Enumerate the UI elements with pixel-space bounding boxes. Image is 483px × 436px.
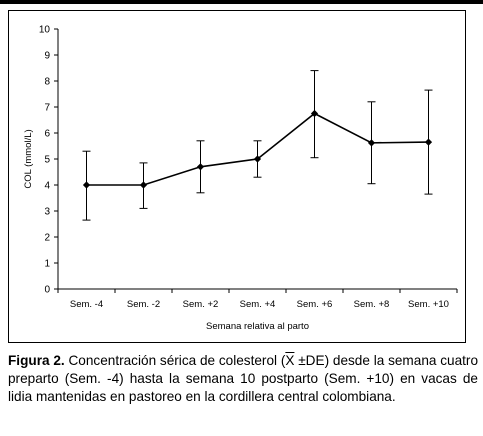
y-tick-label: 10 bbox=[39, 25, 51, 36]
data-point-marker bbox=[253, 155, 262, 163]
x-tick-label: Sem. -2 bbox=[127, 299, 160, 310]
caption-xbar-symbol: X bbox=[285, 353, 295, 368]
x-tick-label: Sem. -4 bbox=[70, 299, 103, 310]
y-tick-label: 8 bbox=[44, 77, 50, 88]
figure-caption: Figura 2. Concentración sérica de colest… bbox=[8, 352, 478, 406]
caption-lead: Figura 2. bbox=[8, 353, 65, 368]
data-point-marker bbox=[196, 163, 205, 171]
x-tick-label: Sem. +4 bbox=[240, 299, 276, 310]
x-tick-label: Sem. +10 bbox=[408, 299, 449, 310]
chart-frame: 0 1 2 3 4 5 6 7 8 9 10 Sem. -4 Sem. -2 Sem. +2 Sem. +4… bbox=[8, 10, 466, 343]
y-tick-label: 9 bbox=[44, 51, 50, 62]
x-tick-label: Sem. +6 bbox=[297, 299, 333, 310]
x-axis-title: Semana relativa al parto bbox=[206, 321, 309, 332]
caption-text-post: ±DE) desde la semana cuatro preparto (Se… bbox=[8, 353, 479, 404]
axes bbox=[54, 28, 458, 293]
y-tick-label: 6 bbox=[44, 129, 50, 140]
x-tick-label: Sem. +2 bbox=[183, 299, 219, 310]
error-bars bbox=[82, 70, 433, 221]
axis-labels: 0 1 2 3 4 5 6 7 8 9 10 Sem. -4 Sem. -2 Sem. +2 Sem. +4… bbox=[23, 25, 449, 333]
caption-text-pre: Concentración sérica de colesterol ( bbox=[68, 353, 286, 368]
data-point-marker bbox=[310, 109, 319, 118]
data-point-marker bbox=[424, 138, 433, 146]
y-tick-label: 2 bbox=[44, 233, 50, 244]
y-tick-label: 3 bbox=[44, 207, 50, 218]
series-line-group bbox=[82, 109, 433, 189]
plot-area: 0 1 2 3 4 5 6 7 8 9 10 Sem. -4 Sem. -2 Sem. +2 Sem. +4… bbox=[23, 25, 458, 333]
x-tick-label: Sem. +8 bbox=[354, 299, 390, 310]
top-rule bbox=[0, 0, 483, 4]
y-tick-label: 5 bbox=[44, 155, 50, 166]
data-point-marker bbox=[367, 139, 376, 147]
y-tick-label: 0 bbox=[44, 285, 50, 296]
y-axis-title: COL (mmol/L) bbox=[23, 129, 34, 188]
y-tick-label: 1 bbox=[44, 259, 50, 270]
data-point-marker bbox=[82, 181, 91, 189]
y-tick-label: 7 bbox=[44, 103, 50, 114]
data-point-marker bbox=[139, 181, 148, 189]
y-tick-label: 4 bbox=[44, 181, 50, 192]
